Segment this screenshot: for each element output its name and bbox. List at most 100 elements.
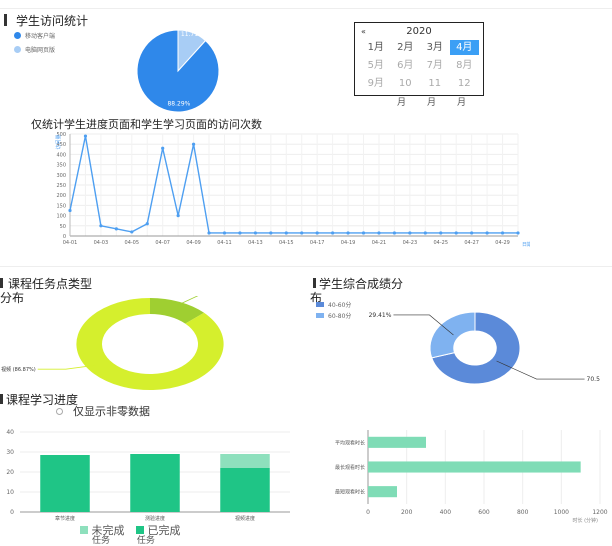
month-cell[interactable]: 7月 <box>426 60 443 71</box>
legend-item-unfinished[interactable]: 未完成 <box>80 522 125 538</box>
x-tick-label: 04-23 <box>403 240 418 246</box>
legend-label: 电脑网页版 <box>25 47 56 54</box>
x-tick-label: 04-17 <box>310 240 325 246</box>
score-title: 学生综合成绩分 <box>319 277 404 291</box>
month-cell[interactable]: 12 <box>457 78 471 89</box>
month-suffix: 月 <box>397 98 407 108</box>
month-cell[interactable]: 8月 <box>456 60 473 71</box>
legend-label: 40-60分 <box>328 302 352 309</box>
x-tick-label: 1000 <box>554 509 569 516</box>
y-tick-label: 最短观看时长 <box>335 489 365 496</box>
task-type-title: 课程任务点类型 <box>8 277 93 291</box>
data-point <box>114 227 118 231</box>
x-tick-label: 04-05 <box>125 240 140 246</box>
legend-label: 已完成 <box>147 524 181 537</box>
legend-dot-icon <box>14 46 21 53</box>
month-suffix: 月 <box>457 98 467 108</box>
bar-segment <box>130 454 180 512</box>
y-tick-label: 20 <box>6 469 14 476</box>
month-cell[interactable]: 10 <box>398 78 412 89</box>
data-point <box>99 224 103 228</box>
bar <box>368 486 397 498</box>
data-point <box>331 231 335 235</box>
donut-slice-label: 70.59% <box>587 376 600 383</box>
legend-sub-label: 任务 <box>136 536 155 546</box>
y-tick-label: 200 <box>56 193 66 199</box>
donut-slice-label: 29.41% <box>369 312 392 319</box>
month-cell[interactable]: 1月 <box>367 42 384 53</box>
y-tick-label: 10 <box>6 489 14 496</box>
x-axis-name: 日期 <box>522 242 530 248</box>
progress-bar-chart: 0 10 20 30 40 章节进度 测验进度 视频进度 <box>6 429 290 522</box>
data-point <box>423 231 427 235</box>
x-tick-label: 04-15 <box>279 240 294 246</box>
legend-swatch-icon <box>136 526 144 534</box>
data-point <box>176 214 180 218</box>
x-tick-label: 04-09 <box>186 240 201 246</box>
visit-legend-mobile[interactable]: 移动客户端 <box>14 31 55 40</box>
data-point <box>191 142 196 146</box>
bar-segment <box>40 455 90 512</box>
legend-sub-label: 任务 <box>92 536 111 546</box>
x-tick-label: 04-21 <box>372 240 387 246</box>
y-tick-label: 最长观看时长 <box>335 464 365 471</box>
x-tick-label: 04-19 <box>341 240 356 246</box>
month-cell[interactable]: 11 <box>428 78 442 89</box>
x-tick-label: 04-03 <box>94 240 109 246</box>
data-point <box>83 134 88 138</box>
section-marker <box>313 278 316 288</box>
y-tick-label: 0 <box>63 234 66 240</box>
data-point <box>408 231 412 235</box>
section-marker <box>0 394 3 404</box>
x-tick-label: 测验进度 <box>145 515 165 522</box>
y-tick-label: 500 <box>56 132 66 138</box>
month-cell[interactable]: 3月 <box>426 42 443 53</box>
y-tick-label: 450 <box>56 142 66 148</box>
data-point <box>68 208 72 213</box>
duration-bar-chart: 0 200 400 600 800 1000 1200 平均观看时长最长观看时长最短观看时长时… <box>335 430 608 524</box>
data-point <box>485 231 489 235</box>
donut-slice <box>150 298 205 324</box>
visit-pie-chart: 11.71% 88.29% <box>136 29 220 113</box>
data-point <box>238 231 242 235</box>
month-cell[interactable]: 4月 <box>449 40 479 55</box>
nonzero-toggle[interactable]: 仅显示非零数据 <box>56 403 150 419</box>
label-leader-line <box>37 364 96 370</box>
x-tick-label: 400 <box>440 509 452 516</box>
x-tick-label: 04-27 <box>464 240 479 246</box>
x-tick-label: 04-25 <box>433 240 448 246</box>
month-cell[interactable]: 9月 <box>367 78 384 89</box>
month-cell[interactable]: 6月 <box>397 60 414 71</box>
month-cell[interactable]: 2月 <box>397 42 414 53</box>
data-point <box>130 230 134 234</box>
score-legend-60-80[interactable]: 60-80分 <box>316 311 351 320</box>
prev-year-button[interactable]: « <box>361 27 366 36</box>
donut-slice <box>76 298 224 390</box>
bar <box>368 436 426 448</box>
visit-legend-pc[interactable]: 电脑网页版 <box>14 45 55 54</box>
pie-slice <box>136 29 220 113</box>
data-point <box>439 231 443 235</box>
month-suffix: 月 <box>427 98 437 108</box>
label-leader-line <box>393 314 454 336</box>
data-point <box>300 231 304 235</box>
x-tick-label: 04-07 <box>155 240 170 246</box>
x-axis-name: 时长 (分钟) <box>573 517 599 524</box>
data-point <box>361 231 366 235</box>
data-point <box>161 146 165 150</box>
month-grid: 1月 2月 3月 4月 5月 6月 7月 8月 9月 10 11 12 <box>361 40 479 91</box>
legend-swatch-icon <box>80 526 88 534</box>
y-tick-label: 40 <box>6 429 14 436</box>
visits-line-chart: 0 50 100 150 200 250 300 350 400 450 500 04-01 04-03… <box>55 132 530 248</box>
bar-segment <box>220 454 270 468</box>
y-tick-label: 350 <box>56 163 66 169</box>
data-point <box>222 231 227 235</box>
legend-item-finished[interactable]: 已完成 <box>136 522 181 538</box>
y-tick-label: 50 <box>60 224 66 230</box>
section-divider <box>0 266 612 267</box>
month-cell[interactable]: 5月 <box>367 60 384 71</box>
score-legend-40-60[interactable]: 40-60分 <box>316 300 351 309</box>
label-leader-line <box>176 296 199 306</box>
legend-swatch-icon <box>316 313 324 318</box>
data-point <box>253 231 257 235</box>
